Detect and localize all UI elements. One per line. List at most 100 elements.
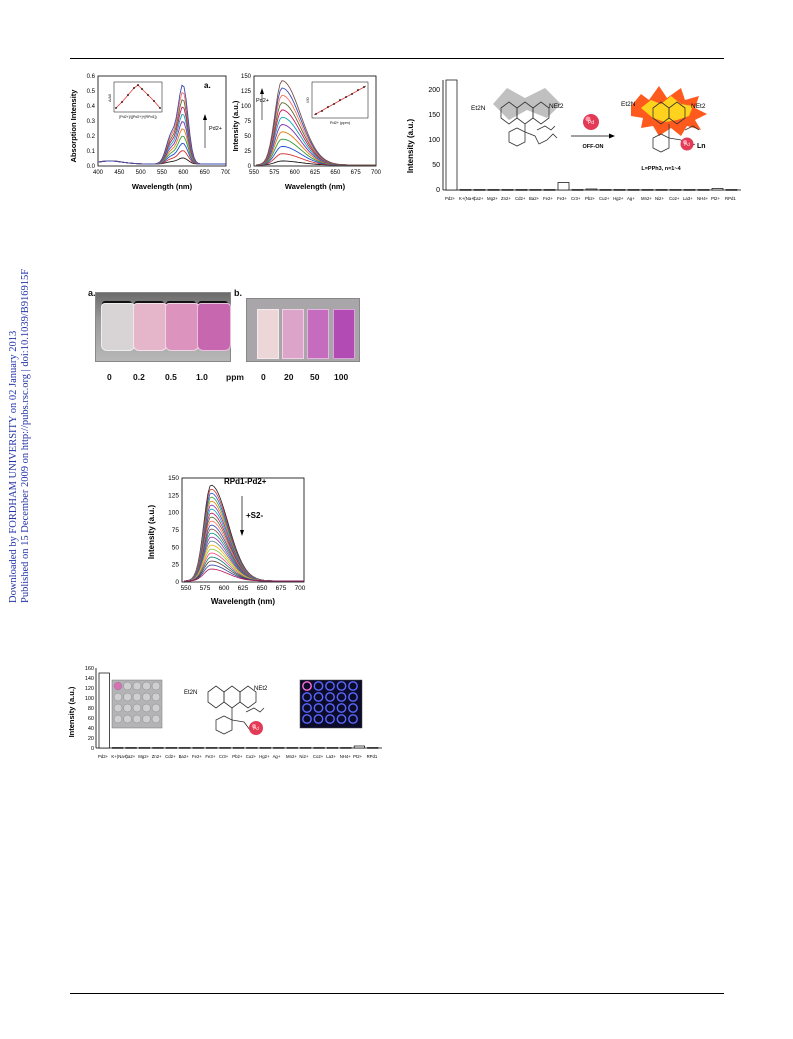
fig4-chart: Intensity (a.u.) 0 25 50 75 100 125 150 550 575…	[148, 475, 306, 606]
fig3b-strips-photo	[246, 298, 360, 362]
fig5-ytick-5: 100	[85, 696, 94, 702]
fig1a-panel-label: a.	[204, 81, 211, 90]
fig4-ytick-5: 125	[168, 492, 179, 499]
fig2-ligand-label: L=PPh3, n=1~4	[641, 166, 681, 172]
fig1b-xtick-6: 700	[371, 170, 382, 176]
fig2-bar-12	[613, 189, 626, 191]
fig2-ytick-0: 0	[436, 187, 440, 194]
fig5-xtick-16: Co2+	[313, 754, 324, 759]
fig2-ytick-4: 200	[428, 87, 440, 94]
fig5-well-b-0-1	[313, 681, 324, 691]
fig5-ytick-7: 140	[85, 676, 94, 682]
fig4-xtick-2: 600	[219, 585, 230, 592]
fig2-bar-8	[557, 182, 570, 191]
fig1a-curve-6	[97, 113, 226, 165]
fig2-bar-16	[669, 189, 682, 191]
fig5-well-a-1-2	[132, 692, 142, 702]
fig1a-inset-ylabel: A/A0	[108, 94, 112, 102]
vial-3	[197, 303, 231, 351]
fig5-well-a-3-1	[123, 714, 132, 724]
unit-label: ppm	[226, 372, 244, 382]
fig1a-ylabel: Absorption Intensity	[70, 89, 78, 163]
fig5-bar-0	[98, 672, 110, 749]
fig5-xtick-8: Fe3+	[205, 754, 215, 759]
fig2-chart: Intensity (a.u.) 0 50 100 150 200 Pd2+ K+(Na+…	[406, 79, 741, 201]
fig5-well-a-2-2	[132, 703, 142, 713]
fig1a-ytick-3: 0.3	[87, 119, 96, 125]
fig5-well-a-0-0	[113, 681, 123, 691]
fig5-xtick-17: La3+	[326, 754, 336, 759]
fig2-bar-7	[543, 189, 556, 191]
fig1b-xtick-0: 550	[249, 170, 260, 176]
fig5-ytick-4: 80	[88, 706, 94, 712]
fig1b-xtick-2: 600	[290, 170, 301, 176]
fig2-bar-9	[571, 189, 584, 191]
fig2-bar-2	[473, 189, 486, 191]
fig5-well-b-3-4	[348, 714, 358, 724]
fig5-well-a-0-4	[151, 681, 161, 691]
fig1b-ytick-3: 75	[244, 119, 251, 125]
fig2-scheme-off: Et2N NEt2	[471, 88, 564, 147]
fig1a-arrow-label: Pd2+	[209, 126, 222, 132]
fig2-xtick-19: Pt2+	[711, 196, 720, 201]
fig5-well-b-1-1	[313, 692, 324, 702]
fig5-xtick-15: Ni2+	[299, 754, 308, 759]
fig5-bar-10	[232, 747, 245, 749]
fig5-scheme-pd-label: Pd	[253, 726, 259, 731]
fig2-off-on-label: OFF-ON	[582, 144, 603, 150]
strip-label-2: 50	[310, 372, 320, 382]
fig4-xtick-4: 650	[257, 585, 268, 592]
fig5-well-a-0-3	[142, 681, 151, 691]
fig2-scheme-pd-label: Pd	[588, 120, 594, 126]
fig5-bar-11	[246, 747, 258, 749]
fig5-xtick-13: Ag+	[273, 754, 281, 759]
fig2-bar-17	[683, 189, 696, 191]
fig4-xtick-1: 575	[200, 585, 211, 592]
fig1b-curve-11	[255, 80, 376, 166]
vial-label-3: 1.0	[196, 372, 208, 382]
fig5-bar-9	[219, 747, 231, 749]
fig2-bar-5	[515, 189, 528, 191]
fig2-xtick-18: NH4+	[697, 196, 709, 201]
fig2-bar-13	[627, 189, 640, 191]
header-rule	[70, 58, 724, 59]
fig2-xtick-6: Ba2+	[529, 196, 540, 201]
fig1b-xtick-3: 625	[310, 170, 321, 176]
fig2-bar-3	[487, 189, 500, 191]
fig2-xtick-7: Fe2+	[543, 196, 553, 201]
fig1a-xlabel: Wavelength (nm)	[132, 182, 193, 191]
fig2-scheme-ln: Ln	[697, 143, 706, 150]
fig5-well-a-1-0	[113, 692, 123, 702]
fig5-well-b-3-3	[336, 714, 347, 724]
fig5-well-b-1-0	[302, 692, 312, 702]
fig2-xtick-17: La3+	[683, 196, 693, 201]
fig4-xtick-5: 675	[276, 585, 287, 592]
fig1b-ytick-4: 100	[241, 104, 252, 110]
fig4-ytick-2: 50	[172, 544, 180, 551]
fig2-xtick-2: Ca2+	[473, 196, 484, 201]
vial-label-1: 0.2	[133, 372, 145, 382]
vial-label-0: 0	[107, 372, 112, 382]
fig2-xtick-11: Cu2+	[599, 196, 610, 201]
fig4-xtick-0: 550	[181, 585, 192, 592]
fig2-scheme-et2n-right: Et2N	[621, 101, 636, 108]
fig1a-ytick-4: 0.4	[87, 104, 96, 110]
fig5-ytick-6: 120	[85, 686, 94, 692]
fig2-xtick-16: Co2+	[669, 196, 680, 201]
fig5-xtick-0: Pd2+	[98, 754, 109, 759]
fig5-well-b-2-2	[325, 703, 335, 713]
fig2-bar-15	[655, 189, 668, 191]
fig1a-ytick-6: 0.6	[87, 74, 96, 80]
fig2-xtick-14: Mn2+	[641, 196, 652, 201]
fig4-arrow-label: +S2-	[246, 511, 263, 520]
downloaded-notice: Downloaded by FORDHAM UNIVERSITY on 02 J…	[8, 330, 19, 603]
fig5-well-a-2-3	[142, 703, 151, 713]
fig5-well-b-3-0	[302, 714, 312, 724]
fig4-xtick-3: 625	[238, 585, 249, 592]
fig5-well-b-2-1	[313, 703, 324, 713]
fig5-bar-6	[179, 747, 191, 749]
fig5-bar-14	[286, 747, 298, 749]
fig5-xtick-10: Pb2+	[232, 754, 243, 759]
fig5-chart: Intensity (a.u.) 0 20 40 60 80 100 120 140 160 P…	[67, 666, 382, 759]
fig5-well-a-3-0	[113, 714, 123, 724]
